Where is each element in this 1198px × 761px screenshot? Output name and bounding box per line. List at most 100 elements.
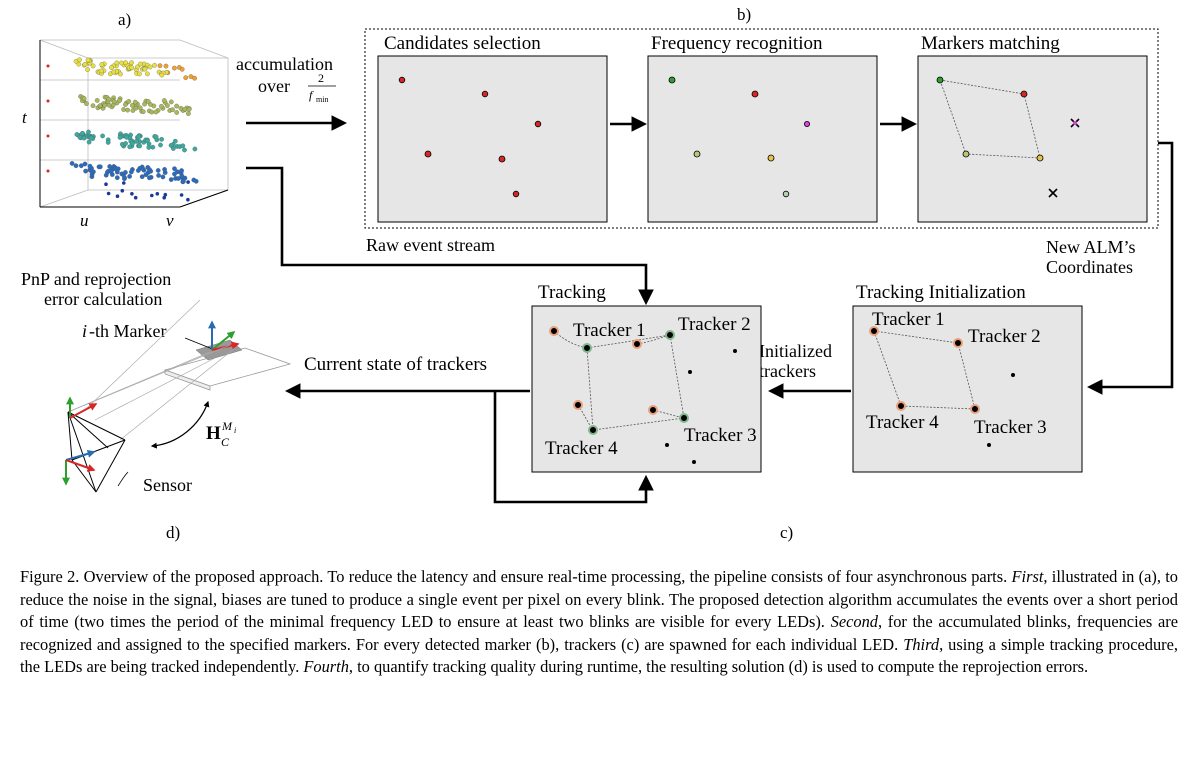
scatter-point bbox=[102, 102, 108, 108]
matching-title: Markers matching bbox=[921, 33, 1060, 54]
scatter-point bbox=[117, 98, 122, 103]
caption-part-1: Figure 2. Overview of the proposed appro… bbox=[20, 567, 1012, 586]
scatter-point bbox=[123, 141, 128, 146]
scatter-point bbox=[94, 98, 100, 103]
scatter-point bbox=[193, 178, 199, 184]
scatter-point bbox=[174, 103, 179, 109]
scatter-point bbox=[84, 101, 89, 106]
scatter-point bbox=[112, 166, 118, 172]
tracking-init-panel bbox=[852, 305, 1083, 473]
tracking-panel bbox=[531, 305, 762, 473]
scatter-point bbox=[126, 99, 132, 104]
scatter-point bbox=[155, 168, 161, 173]
scatter-point bbox=[118, 71, 123, 77]
initialized-line1: Initialized bbox=[759, 341, 832, 361]
frequency-title: Frequency recognition bbox=[651, 33, 823, 54]
axis-t-label: t bbox=[22, 108, 28, 127]
pnp-line2: error calculation bbox=[44, 289, 162, 309]
scatter-point bbox=[160, 174, 166, 180]
homography-h: H bbox=[206, 423, 221, 444]
scatter-point bbox=[168, 177, 174, 182]
scatter-point bbox=[142, 66, 148, 72]
init-tracker-4: Tracker 4 bbox=[866, 412, 939, 433]
axis-v-label: v bbox=[166, 211, 174, 230]
tracking-tracker-4: Tracker 4 bbox=[545, 438, 618, 459]
arrow-loop bbox=[493, 391, 654, 504]
scatter-point bbox=[137, 71, 142, 77]
scatter-point bbox=[88, 135, 94, 141]
scatter-point bbox=[127, 144, 133, 150]
scatter-point bbox=[172, 166, 177, 172]
scatter-point bbox=[135, 168, 141, 173]
panel-b-label: b) bbox=[737, 5, 751, 24]
raw-stream-label: Raw event stream bbox=[366, 235, 495, 255]
arrow-new-alm bbox=[1086, 141, 1174, 395]
caption-paragraph: Figure 2. Overview of the proposed appro… bbox=[20, 566, 1178, 679]
new-alm-line1: New ALM’s bbox=[1046, 237, 1136, 257]
caption-part-3: , for the accumulated blinks, frequencie… bbox=[20, 612, 1178, 654]
init-tracker-1: Tracker 1 bbox=[872, 309, 945, 330]
scatter-point bbox=[106, 191, 111, 196]
tracking-init-title: Tracking Initialization bbox=[856, 282, 1026, 303]
matching-panel bbox=[917, 55, 1148, 223]
matched-points bbox=[936, 76, 1044, 162]
scatter-point bbox=[165, 103, 170, 108]
scatter-point bbox=[179, 168, 184, 173]
scatter-point bbox=[182, 106, 188, 112]
scatter-point bbox=[123, 60, 128, 66]
scatter-point bbox=[129, 60, 134, 66]
scatter-point bbox=[142, 101, 147, 107]
scatter-point bbox=[186, 197, 190, 202]
scatter-point bbox=[170, 107, 175, 113]
scatter-point bbox=[161, 98, 167, 103]
scatter-point bbox=[107, 164, 113, 169]
scatter-point bbox=[186, 106, 192, 112]
scatter-point bbox=[140, 166, 146, 172]
figure-caption: Figure 2. Overview of the proposed appro… bbox=[20, 566, 1178, 679]
scatter-point bbox=[136, 134, 142, 139]
scatter-point bbox=[123, 170, 128, 175]
scatter-point bbox=[153, 109, 159, 115]
over-text: over bbox=[258, 76, 290, 96]
candidates-panel bbox=[377, 55, 608, 223]
scatter-point bbox=[132, 99, 138, 105]
caption-second: Second bbox=[830, 612, 878, 632]
scatter-point bbox=[108, 169, 114, 174]
scatter-point bbox=[192, 146, 198, 152]
scatter-point bbox=[182, 147, 187, 153]
sensor-frustum bbox=[67, 411, 126, 493]
scatter-point bbox=[158, 142, 163, 148]
scatter-point bbox=[168, 143, 174, 148]
scatter-point bbox=[147, 167, 152, 172]
homography-sub: C bbox=[221, 435, 230, 449]
scatter-point bbox=[155, 192, 160, 196]
scatter-point bbox=[104, 182, 108, 186]
scatter-point bbox=[172, 171, 177, 177]
scatter-point bbox=[111, 99, 117, 105]
scatter-point bbox=[130, 108, 136, 113]
homography-arc bbox=[150, 400, 210, 449]
scatter-point bbox=[130, 141, 135, 146]
scatter-point bbox=[77, 57, 82, 63]
caption-first: First bbox=[1011, 567, 1044, 586]
scatter-point bbox=[69, 161, 75, 166]
scatter-point bbox=[86, 139, 92, 145]
init-tracker-3: Tracker 3 bbox=[974, 417, 1047, 438]
scatter-point bbox=[100, 133, 105, 139]
scatter-point bbox=[149, 109, 155, 115]
scatter-point bbox=[163, 192, 168, 197]
tracking-tracker-1: Tracker 1 bbox=[573, 320, 646, 341]
scatter-point bbox=[150, 144, 156, 150]
scatter-point bbox=[137, 143, 143, 149]
marker-i-label: i bbox=[82, 321, 87, 341]
candidate-points bbox=[398, 76, 542, 198]
scatter-point bbox=[79, 131, 85, 136]
scatter-point bbox=[98, 68, 104, 74]
tracking-tracker-2: Tracker 2 bbox=[678, 314, 751, 335]
scatter-point bbox=[144, 138, 150, 144]
scatter-point bbox=[140, 109, 146, 115]
scatter-point bbox=[172, 138, 178, 144]
scatter-point bbox=[83, 168, 88, 174]
pnp-line1: PnP and reprojection bbox=[21, 269, 171, 289]
scatter-point bbox=[159, 136, 164, 142]
